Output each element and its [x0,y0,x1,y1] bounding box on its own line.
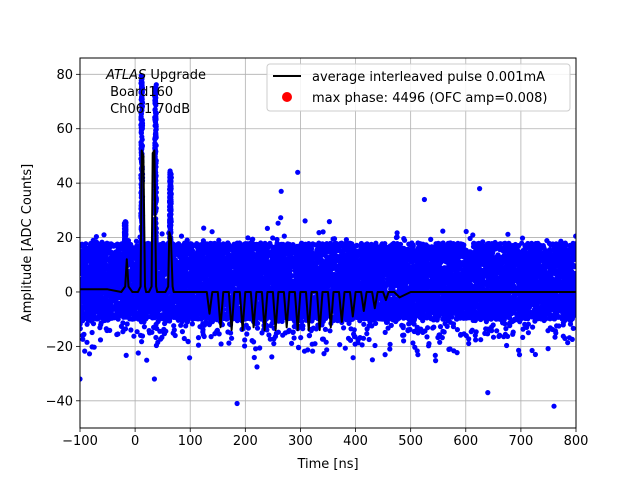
sample-point [359,241,364,246]
